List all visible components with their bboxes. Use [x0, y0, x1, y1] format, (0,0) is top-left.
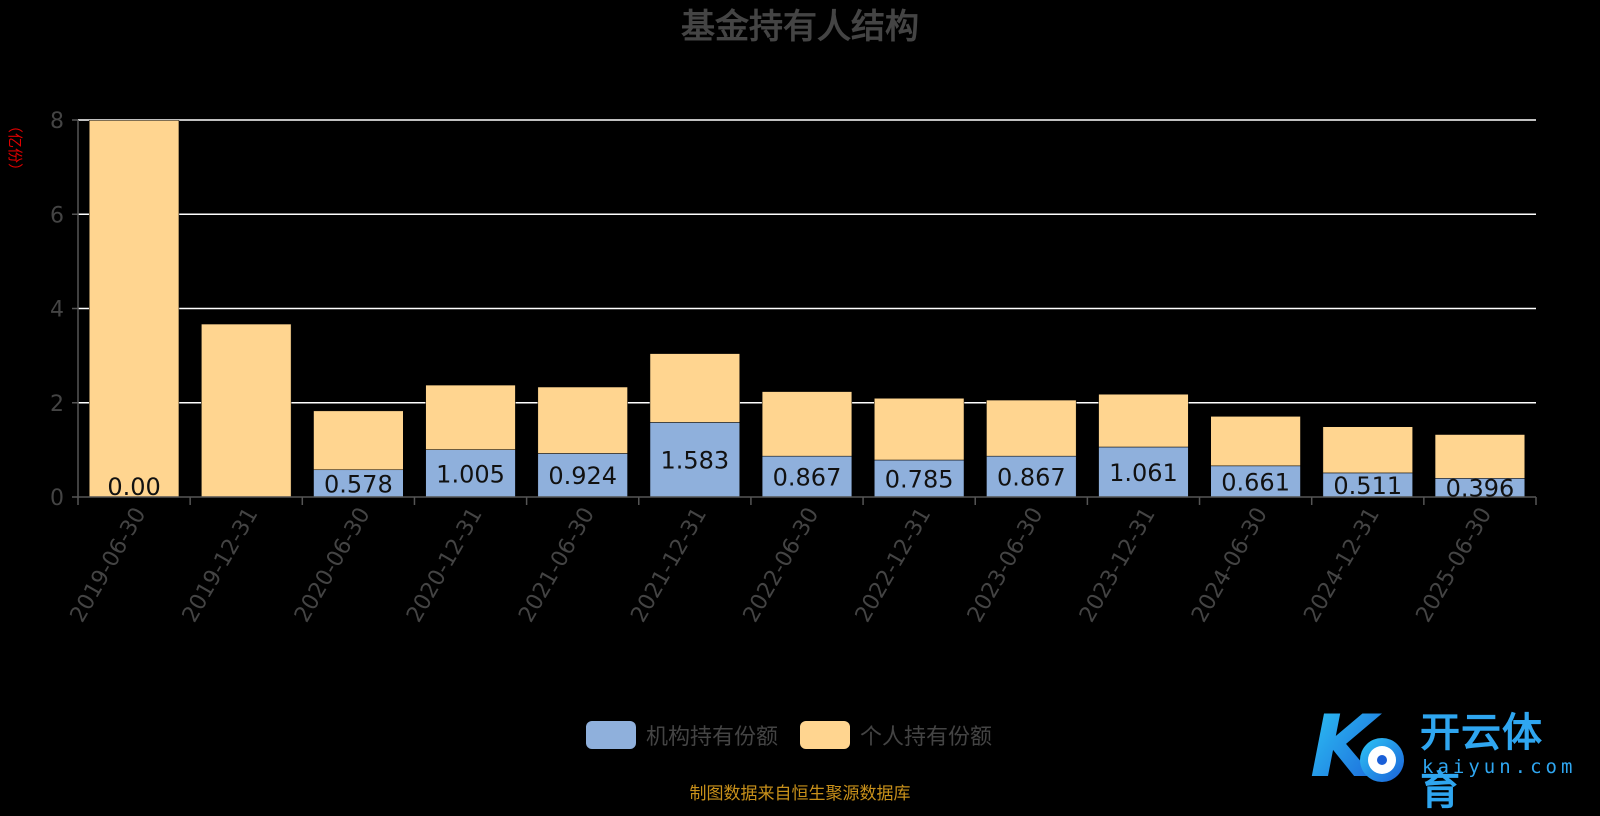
y-axis-unit-label: （亿份）: [6, 118, 24, 178]
x-tick-label: 2021-06-30: [514, 504, 600, 627]
bar-individual[interactable]: [89, 120, 179, 497]
bar-value-label: 0.396: [1446, 475, 1515, 503]
legend-item-individual[interactable]: 个人持有份额: [800, 719, 992, 751]
x-tick-label: 2023-06-30: [963, 504, 1049, 627]
legend-swatch-institutional: [586, 721, 636, 749]
legend-swatch-individual: [800, 721, 850, 749]
bar-value-label: 1.061: [1109, 459, 1178, 487]
chart-title: 基金持有人结构: [681, 7, 919, 47]
bar-individual[interactable]: [538, 387, 628, 453]
holder-structure-chart: 基金持有人结构 （亿份） 0 2 4 6 8 2019-06-30 2019-12-31 20…: [0, 0, 1600, 700]
bar-individual[interactable]: [1323, 427, 1413, 473]
y-tick-label: 2: [50, 392, 64, 417]
bar-value-label: 0.511: [1333, 472, 1402, 500]
x-tick-label: 2022-12-31: [851, 504, 937, 627]
x-tick-label: 2025-06-30: [1412, 504, 1498, 627]
bar-value-label: 1.005: [436, 460, 505, 488]
bar-value-label: 1.583: [660, 447, 729, 475]
bar-individual[interactable]: [314, 411, 404, 470]
y-tick-label: 4: [50, 298, 64, 323]
legend-label-institutional: 机构持有份额: [646, 719, 778, 751]
x-tick-label: 2020-12-31: [402, 504, 488, 627]
bar-individual[interactable]: [874, 398, 964, 460]
bar-value-label: 0.867: [773, 464, 842, 492]
brand-watermark: K 开云体育 kaiyun.com: [1308, 698, 1578, 798]
x-tick-label: 2020-06-30: [290, 504, 376, 627]
bar-value-label: 0.00: [107, 473, 160, 501]
x-tick-label: 2024-06-30: [1187, 504, 1273, 627]
y-tick-label: 8: [50, 109, 64, 134]
brand-logo-icon: K: [1308, 698, 1418, 798]
x-tick-label: 2024-12-31: [1299, 504, 1385, 627]
y-tick-label: 6: [50, 203, 64, 228]
bar-value-label: 0.661: [1221, 468, 1290, 496]
bar-individual[interactable]: [1211, 416, 1301, 465]
x-tick-label: 2021-12-31: [626, 504, 712, 627]
x-tick-label: 2023-12-31: [1075, 504, 1161, 627]
bar-value-label: 0.924: [548, 462, 617, 490]
y-tick-label: 0: [50, 486, 64, 511]
bar-individual[interactable]: [1099, 394, 1189, 447]
chart-legend: 机构持有份额 个人持有份额: [586, 719, 992, 751]
bar-individual[interactable]: [426, 385, 516, 450]
x-tick-label: 2019-06-30: [66, 504, 152, 627]
bar-value-label: 0.578: [324, 470, 393, 498]
bar-individual[interactable]: [650, 354, 740, 423]
bar-individual[interactable]: [1435, 435, 1525, 479]
bar-value-label: 0.867: [997, 464, 1066, 492]
brand-domain: kaiyun.com: [1422, 756, 1576, 778]
bar-individual[interactable]: [986, 400, 1076, 456]
x-tick-label: 2019-12-31: [178, 504, 264, 627]
legend-item-institutional[interactable]: 机构持有份额: [586, 719, 778, 751]
x-tick-label: 2022-06-30: [739, 504, 825, 627]
bar-individual[interactable]: [201, 324, 291, 497]
bar-value-label: 0.785: [885, 466, 954, 494]
legend-label-individual: 个人持有份额: [860, 719, 992, 751]
bar-individual[interactable]: [762, 392, 852, 457]
